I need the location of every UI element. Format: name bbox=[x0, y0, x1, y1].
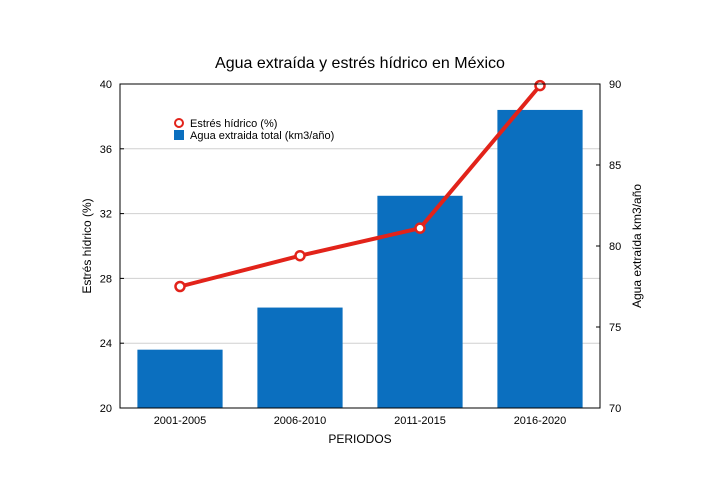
bar-series bbox=[137, 109, 583, 409]
bar bbox=[257, 307, 343, 408]
line-point bbox=[534, 79, 546, 92]
chart-title: Agua extraída y estrés hídrico en México bbox=[215, 55, 505, 72]
left-tick-label: 36 bbox=[100, 144, 112, 156]
x-tick-label: 2016-2020 bbox=[514, 415, 567, 427]
x-tick-label: 2001-2005 bbox=[154, 415, 207, 427]
left-tick-label: 32 bbox=[100, 209, 112, 221]
legend-line-marker bbox=[174, 118, 184, 128]
legend-bar-swatch bbox=[174, 130, 184, 140]
left-axis-label: Estrés hídrico (%) bbox=[80, 198, 94, 293]
line-point bbox=[414, 222, 426, 234]
right-tick-label: 70 bbox=[609, 403, 621, 415]
left-tick-label: 20 bbox=[100, 403, 112, 415]
x-axis-ticks: 2001-2005 2006-2010 2011-2015 2016-2020 bbox=[154, 415, 567, 427]
left-tick-label: 40 bbox=[100, 79, 112, 91]
left-axis-ticks: 20 24 28 32 36 40 bbox=[100, 79, 124, 415]
legend: Estrés hídrico (%) Agua extraida total (… bbox=[174, 118, 334, 142]
x-tick-label: 2011-2015 bbox=[394, 415, 446, 427]
line-path bbox=[179, 84, 542, 289]
line-series bbox=[174, 79, 546, 293]
right-tick-label: 85 bbox=[609, 160, 621, 172]
left-tick-label: 24 bbox=[100, 338, 112, 350]
legend-line-label: Estrés hídrico (%) bbox=[190, 118, 277, 130]
right-axis-ticks: 70 75 80 85 90 bbox=[596, 79, 621, 415]
x-axis-label: PERIODOS bbox=[328, 432, 391, 446]
line-point bbox=[294, 249, 306, 262]
right-tick-label: 90 bbox=[609, 79, 621, 91]
line-point bbox=[174, 280, 186, 293]
x-tick-label: 2006-2010 bbox=[274, 415, 327, 427]
right-tick-label: 80 bbox=[609, 241, 621, 253]
bar bbox=[137, 349, 223, 408]
left-tick-label: 28 bbox=[100, 273, 112, 285]
legend-bar-label: Agua extraida total (km3/año) bbox=[190, 130, 334, 142]
right-tick-label: 75 bbox=[609, 322, 621, 334]
right-axis-label: Agua extraída km3/año bbox=[630, 184, 644, 308]
bar bbox=[497, 109, 583, 409]
